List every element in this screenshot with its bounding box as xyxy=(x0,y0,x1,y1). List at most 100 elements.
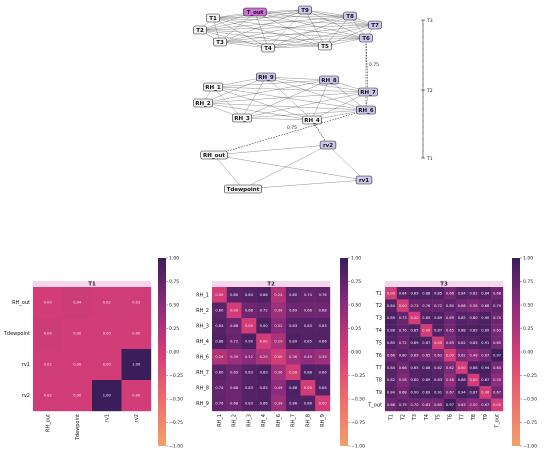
heatmap-cell-value: 0.67 xyxy=(481,353,489,357)
graph-edge xyxy=(213,144,329,156)
colorbar-label: −0.75 xyxy=(523,420,537,426)
graph-edges xyxy=(199,9,376,190)
heatmap-cell xyxy=(315,395,331,412)
graph-node-label: RH_4 xyxy=(304,118,320,124)
graph-edge xyxy=(265,76,369,93)
heatmap-cell xyxy=(444,336,456,350)
heatmap-cell-value: 0.49 xyxy=(304,355,313,359)
graph-node-label: RH_1 xyxy=(205,85,221,91)
graph-node-box xyxy=(318,41,332,51)
heatmap-cell xyxy=(396,287,409,300)
heatmap-cell-value: 0.86 xyxy=(289,401,298,405)
heatmap-cell-value: 0.90 xyxy=(410,391,419,395)
graph-node-rh-4: RH_4 xyxy=(301,115,322,125)
graph-edge xyxy=(267,45,326,49)
heatmap-cell-value: 0.00 xyxy=(44,301,53,305)
heatmap-cell-value: 0.68 xyxy=(230,324,239,328)
graph-node-box xyxy=(359,33,373,43)
heatmap-cell xyxy=(444,287,456,300)
heatmap-cell-value: 0.73 xyxy=(410,304,418,308)
heatmap-cell xyxy=(241,349,257,365)
graph-node-rh-6: RH_6 xyxy=(355,105,376,115)
heatmap-cell xyxy=(212,380,227,396)
heatmap-cell xyxy=(300,287,316,303)
graph-edge xyxy=(212,15,351,19)
heatmap-cell xyxy=(226,364,242,381)
heatmap-cell-value: 0.85 xyxy=(410,366,418,370)
heatmap-col-label: T3 xyxy=(412,414,418,421)
graph-edge xyxy=(212,79,330,88)
heatmap-cell-value: 0.68 xyxy=(493,291,502,295)
heatmap-cell xyxy=(315,333,331,350)
heatmap-cell-value: 0.48 xyxy=(469,353,478,357)
heatmap-cell-value: 0.83 xyxy=(245,370,253,374)
heatmap-cell xyxy=(285,380,301,396)
heatmap-cell-value: 0.00 xyxy=(245,324,254,328)
heatmap-cell xyxy=(467,336,480,350)
heatmap-cell xyxy=(455,398,468,412)
graph-node-label: T8 xyxy=(346,14,354,20)
graph-node-rh-1: RH_1 xyxy=(203,82,224,92)
heatmap-cell xyxy=(271,318,286,334)
colorbar-label: −0.50 xyxy=(523,397,537,403)
heatmap-cell-value: 0.83 xyxy=(304,324,312,328)
graph-node-label: T5 xyxy=(321,44,329,50)
heatmap-row-label: T1 xyxy=(375,291,382,297)
heatmap-cell-value: 0.74 xyxy=(304,293,313,297)
graph-edge xyxy=(219,37,367,43)
graph-edge xyxy=(213,154,244,190)
heatmap-cell-value: 0.65 xyxy=(446,329,454,333)
heatmap-cell xyxy=(408,324,421,337)
heatmap-col-label: T6 xyxy=(448,414,454,421)
heatmap-cell-value: 0.36 xyxy=(289,355,298,359)
colorbar-label: −0.75 xyxy=(351,420,365,426)
heatmap-cell xyxy=(92,349,122,381)
graph-node-label: T9 xyxy=(301,8,309,14)
heatmap-cell xyxy=(455,386,468,399)
graph-node-rh-out: RH_out xyxy=(200,150,228,160)
heatmap-cell xyxy=(271,302,286,319)
graph-node-box xyxy=(200,150,228,160)
heatmap-cell-value: 0.48 xyxy=(446,378,455,382)
heatmap-cell xyxy=(226,380,242,396)
heatmap-cell-value: 0.39 xyxy=(230,355,239,359)
graph-edge xyxy=(219,11,256,43)
graph-node-t5: T5 xyxy=(318,41,332,51)
heatmap-cell-value: 0.66 xyxy=(446,291,455,295)
heatmap-cell-value: 0.80 xyxy=(446,304,455,308)
heatmap-cell xyxy=(455,373,468,387)
heatmap-cell xyxy=(467,349,480,362)
heatmap-cell-value: 0.88 xyxy=(469,366,478,370)
heatmap-cell xyxy=(300,318,316,334)
heatmap-cell-value: 0.88 xyxy=(458,329,467,333)
heatmap-cell-value: 0.89 xyxy=(481,329,490,333)
graph-edge xyxy=(267,24,376,49)
heatmap-cell-value: 0.88 xyxy=(387,329,396,333)
heatmap-cell-value: 0.50 xyxy=(493,378,502,382)
heatmap-col-label: T7 xyxy=(459,414,465,421)
heatmap-cell xyxy=(444,398,456,412)
heatmap-cell-value: 0.63 xyxy=(493,329,501,333)
heatmap-cell xyxy=(420,398,433,412)
heatmap-cell-value: 0.00 xyxy=(319,401,328,405)
heatmap-cell xyxy=(479,311,492,325)
heatmap-cell xyxy=(455,336,468,350)
graph-node-box xyxy=(318,75,339,85)
heatmap-cell xyxy=(121,287,152,319)
graph-dashed-edge xyxy=(365,37,369,93)
heatmap-cell-value: 0.70 xyxy=(493,316,502,320)
heatmap-col-label: rv1 xyxy=(104,414,110,422)
heatmap-cell xyxy=(285,333,301,350)
heatmap-cell-value: 0.69 xyxy=(410,353,419,357)
hierarchy-graph: 0.75 0.75 T_out T9 T8 T7 T6 T5 T4 T3 T2 T1 RH_9 RH_8 R… xyxy=(193,5,433,194)
heatmap-cell xyxy=(300,333,316,350)
graph-edge xyxy=(199,29,326,47)
heatmap-t3: T30.00 0.84 0.89 0.88 0.85 0.66 0.84 0.82 0.84 0.… xyxy=(367,256,537,450)
graph-edge xyxy=(212,86,367,111)
heatmap-cell-value: 0.82 xyxy=(458,341,466,345)
heatmap-cell-value: 0.97 xyxy=(493,353,501,357)
heatmap-cell xyxy=(121,349,152,381)
heatmap-cell-value: 0.00 xyxy=(230,308,239,312)
graph-edge xyxy=(212,86,243,119)
heatmap-cell xyxy=(33,287,63,319)
